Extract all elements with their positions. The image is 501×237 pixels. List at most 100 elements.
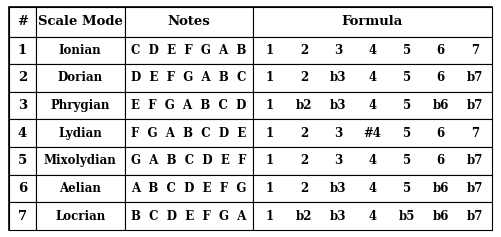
Bar: [253, 202, 492, 230]
Text: 1: 1: [266, 44, 274, 57]
Text: 1: 1: [18, 44, 27, 57]
Bar: [9, 147, 36, 175]
Text: 5: 5: [402, 99, 411, 112]
Text: b6: b6: [432, 99, 449, 112]
Text: 6: 6: [18, 182, 27, 195]
Text: b3: b3: [330, 99, 347, 112]
Text: 7: 7: [471, 127, 479, 140]
Text: 5: 5: [18, 154, 27, 167]
Text: 4: 4: [368, 182, 377, 195]
Text: A  B  C  D  E  F  G: A B C D E F G: [131, 182, 246, 195]
Text: 5: 5: [402, 44, 411, 57]
Bar: [253, 147, 492, 175]
Bar: [253, 7, 492, 36]
Text: b7: b7: [467, 210, 483, 223]
Text: b3: b3: [330, 182, 347, 195]
Text: b7: b7: [467, 99, 483, 112]
Text: 1: 1: [266, 99, 274, 112]
Text: Scale Mode: Scale Mode: [38, 15, 123, 28]
Bar: [9, 119, 36, 147]
Bar: [36, 92, 125, 119]
Bar: [36, 175, 125, 202]
Text: b2: b2: [296, 210, 313, 223]
Bar: [36, 64, 125, 92]
Text: 2: 2: [300, 127, 308, 140]
Text: b3: b3: [330, 71, 347, 84]
Text: b7: b7: [467, 154, 483, 167]
Text: 7: 7: [18, 210, 27, 223]
Text: Dorian: Dorian: [58, 71, 103, 84]
Bar: [9, 7, 36, 36]
Text: 2: 2: [300, 182, 308, 195]
Bar: [125, 7, 253, 36]
Text: Ionian: Ionian: [59, 44, 102, 57]
Text: 3: 3: [334, 154, 342, 167]
Text: 1: 1: [266, 71, 274, 84]
Text: b7: b7: [467, 182, 483, 195]
Text: Lydian: Lydian: [59, 127, 102, 140]
Bar: [36, 36, 125, 64]
Text: b6: b6: [432, 182, 449, 195]
Bar: [9, 202, 36, 230]
Text: 5: 5: [402, 154, 411, 167]
Text: 3: 3: [18, 99, 27, 112]
Bar: [125, 119, 253, 147]
Bar: [253, 119, 492, 147]
Bar: [253, 175, 492, 202]
Bar: [125, 36, 253, 64]
Text: 5: 5: [402, 182, 411, 195]
Text: 7: 7: [471, 44, 479, 57]
Text: Aelian: Aelian: [59, 182, 101, 195]
Bar: [36, 7, 125, 36]
Text: b5: b5: [398, 210, 415, 223]
Bar: [36, 119, 125, 147]
Text: #4: #4: [364, 127, 381, 140]
Bar: [125, 175, 253, 202]
Text: 4: 4: [368, 154, 377, 167]
Text: D  E  F  G  A  B  C: D E F G A B C: [131, 71, 246, 84]
Text: Notes: Notes: [167, 15, 210, 28]
Bar: [125, 147, 253, 175]
Text: b3: b3: [330, 210, 347, 223]
Text: 6: 6: [437, 127, 445, 140]
Text: 4: 4: [368, 99, 377, 112]
Text: 1: 1: [266, 127, 274, 140]
Bar: [9, 64, 36, 92]
Text: #: #: [17, 15, 28, 28]
Bar: [253, 92, 492, 119]
Text: Locrian: Locrian: [55, 210, 105, 223]
Text: 1: 1: [266, 182, 274, 195]
Text: 1: 1: [266, 154, 274, 167]
Text: b6: b6: [432, 210, 449, 223]
Text: Phrygian: Phrygian: [51, 99, 110, 112]
Text: 6: 6: [437, 44, 445, 57]
Bar: [9, 92, 36, 119]
Text: b2: b2: [296, 99, 313, 112]
Bar: [36, 202, 125, 230]
Text: 2: 2: [300, 44, 308, 57]
Bar: [36, 147, 125, 175]
Text: 2: 2: [300, 154, 308, 167]
Text: 4: 4: [18, 127, 27, 140]
Text: 4: 4: [368, 210, 377, 223]
Text: 3: 3: [334, 44, 342, 57]
Bar: [125, 92, 253, 119]
Text: b7: b7: [467, 71, 483, 84]
Text: 5: 5: [402, 127, 411, 140]
Text: 6: 6: [437, 71, 445, 84]
Bar: [125, 202, 253, 230]
Text: B  C  D  E  F  G  A: B C D E F G A: [131, 210, 246, 223]
Bar: [125, 64, 253, 92]
Bar: [253, 36, 492, 64]
Bar: [253, 64, 492, 92]
Text: 2: 2: [300, 71, 308, 84]
Text: C  D  E  F  G  A  B: C D E F G A B: [131, 44, 246, 57]
Text: 2: 2: [18, 71, 27, 84]
Text: 4: 4: [368, 71, 377, 84]
Text: 6: 6: [437, 154, 445, 167]
Text: G  A  B  C  D  E  F: G A B C D E F: [131, 154, 246, 167]
Text: Mixolydian: Mixolydian: [44, 154, 117, 167]
Bar: [9, 36, 36, 64]
Text: 4: 4: [368, 44, 377, 57]
Text: F  G  A  B  C  D  E: F G A B C D E: [131, 127, 246, 140]
